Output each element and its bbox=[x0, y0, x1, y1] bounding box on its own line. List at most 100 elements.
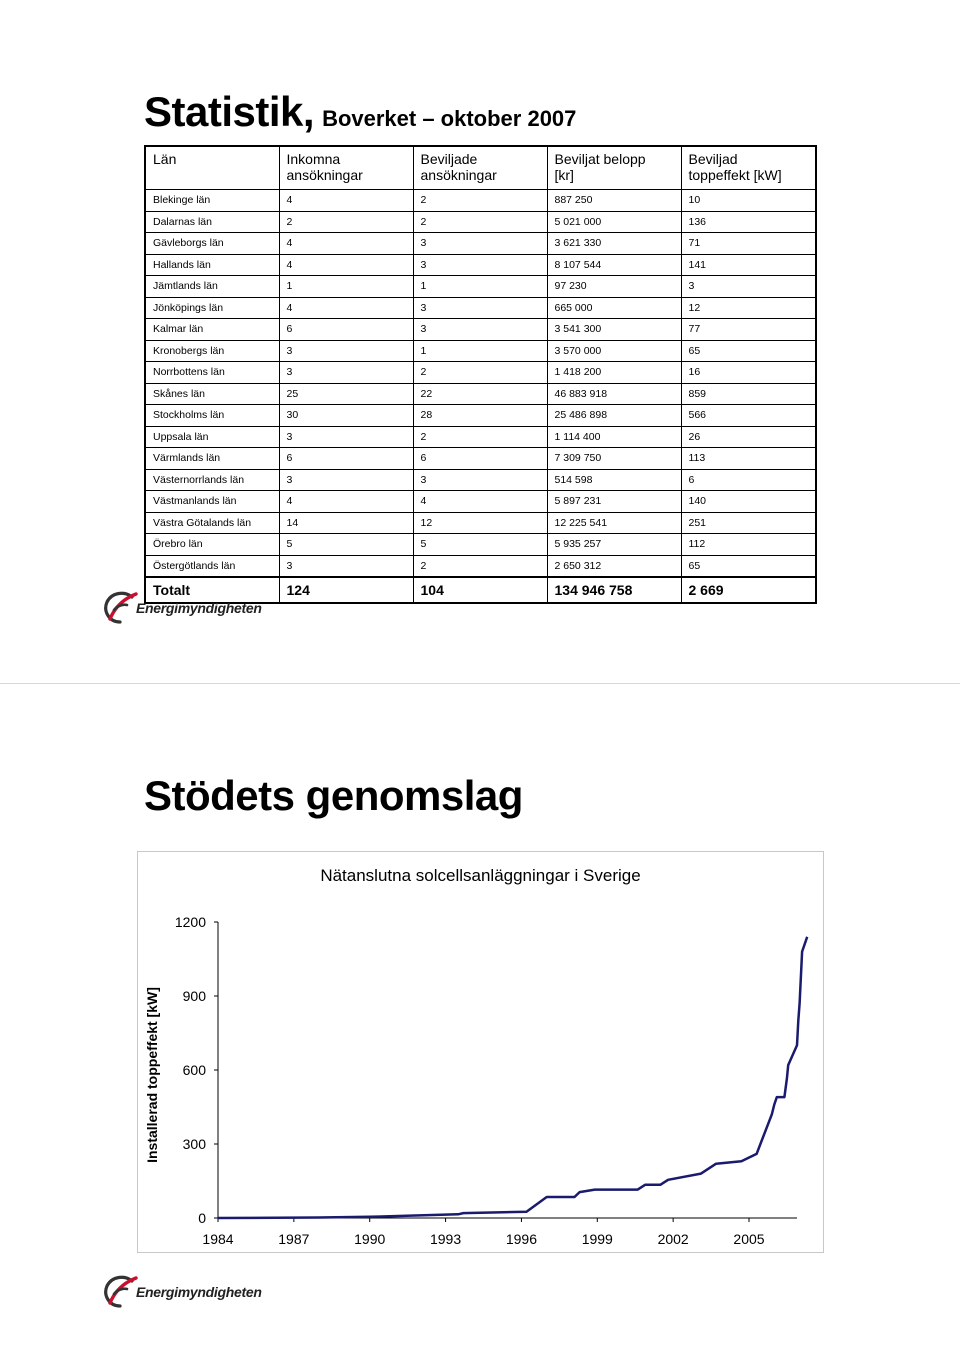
table-cell: Blekinge län bbox=[144, 189, 280, 212]
table-cell: 12 225 541 bbox=[546, 511, 682, 534]
table-cell: 6 bbox=[680, 468, 817, 491]
y-tick-label: 300 bbox=[183, 1136, 207, 1152]
table-cell: 113 bbox=[680, 447, 817, 470]
table-cell: 5 bbox=[278, 533, 414, 556]
table-cell: 2 bbox=[412, 425, 548, 448]
total-cell: 134 946 758 bbox=[546, 576, 682, 604]
table-cell: Örebro län bbox=[144, 533, 280, 556]
energimyndigheten-logo: Energimyndigheten bbox=[103, 1274, 263, 1314]
table-cell: 887 250 bbox=[546, 189, 682, 212]
table-cell: 2 bbox=[412, 361, 548, 384]
data-series-line bbox=[217, 936, 809, 1220]
table-row: Stockholms län 30 28 25 486 898 566 bbox=[144, 404, 817, 427]
x-tick-label: 1990 bbox=[354, 1231, 385, 1247]
table-cell: Kronobergs län bbox=[144, 339, 280, 362]
slide-title: Statistik, Boverket – oktober 2007 bbox=[144, 88, 576, 136]
x-tick-label: 1993 bbox=[430, 1231, 461, 1247]
table-cell: 2 bbox=[412, 210, 548, 233]
x-tick-label: 2005 bbox=[733, 1231, 764, 1247]
total-cell: 104 bbox=[412, 576, 548, 604]
table-cell: 22 bbox=[412, 382, 548, 405]
table-cell: 14 bbox=[278, 511, 414, 534]
table-cell: Uppsala län bbox=[144, 425, 280, 448]
table-cell: 3 bbox=[278, 468, 414, 491]
table-cell: 3 570 000 bbox=[546, 339, 682, 362]
table-row: Kalmar län 6 3 3 541 300 77 bbox=[144, 318, 817, 341]
table-cell: 1 bbox=[278, 275, 414, 298]
logo-text: Energimyndigheten bbox=[136, 1284, 262, 1300]
x-tick-label: 1987 bbox=[278, 1231, 309, 1247]
column-header: Beviljade ansökningar bbox=[412, 145, 548, 190]
table-cell: 65 bbox=[680, 554, 817, 578]
y-tick-label: 1200 bbox=[175, 914, 206, 930]
table-cell: 3 bbox=[412, 296, 548, 319]
x-tick-label: 2002 bbox=[658, 1231, 689, 1247]
table-row: Hallands län 4 3 8 107 544 141 bbox=[144, 253, 817, 276]
table-cell: 10 bbox=[680, 189, 817, 212]
table-cell: 25 bbox=[278, 382, 414, 405]
table-cell: 30 bbox=[278, 404, 414, 427]
table-cell: 3 541 300 bbox=[546, 318, 682, 341]
logo-mark-icon bbox=[104, 591, 138, 624]
slide-title: Stödets genomslag bbox=[144, 772, 523, 819]
table-cell: 251 bbox=[680, 511, 817, 534]
title-subtitle: Boverket – oktober 2007 bbox=[322, 106, 577, 131]
table-cell: 1 bbox=[412, 275, 548, 298]
table-cell: 3 bbox=[278, 339, 414, 362]
y-tick-label: 900 bbox=[183, 988, 207, 1004]
table-cell: 112 bbox=[680, 533, 817, 556]
table-cell: 5 897 231 bbox=[546, 490, 682, 513]
table-cell: 2 bbox=[278, 210, 414, 233]
table-cell: 8 107 544 bbox=[546, 253, 682, 276]
table-cell: Värmlands län bbox=[144, 447, 280, 470]
table-cell: 2 bbox=[412, 554, 548, 578]
table-cell: Skånes län bbox=[144, 382, 280, 405]
column-header: Beviljad toppeffekt [kW] bbox=[680, 145, 817, 190]
table-row: Värmlands län 6 6 7 309 750 113 bbox=[144, 447, 817, 470]
table-cell: Västernorrlands län bbox=[144, 468, 280, 491]
table-cell: 859 bbox=[680, 382, 817, 405]
table-cell: 665 000 bbox=[546, 296, 682, 319]
table-row: Uppsala län 3 2 1 114 400 26 bbox=[144, 425, 817, 448]
x-tick-label: 1996 bbox=[506, 1231, 537, 1247]
table-cell: 3 bbox=[278, 361, 414, 384]
table-cell: 4 bbox=[278, 253, 414, 276]
table-cell: 65 bbox=[680, 339, 817, 362]
table-cell: 5 bbox=[412, 533, 548, 556]
table-cell: 97 230 bbox=[546, 275, 682, 298]
logo-mark-icon bbox=[104, 1275, 138, 1308]
table-row: Blekinge län 4 2 887 250 10 bbox=[144, 189, 817, 212]
table-cell: 3 bbox=[278, 425, 414, 448]
table-cell: 136 bbox=[680, 210, 817, 233]
table-cell: 1 114 400 bbox=[546, 425, 682, 448]
table-cell: Stockholms län bbox=[144, 404, 280, 427]
column-header: Inkomna ansökningar bbox=[278, 145, 414, 190]
table-total-row: Totalt 124 104 134 946 758 2 669 bbox=[144, 576, 817, 604]
slide-statistik: Statistik, Boverket – oktober 2007 Län Ink… bbox=[103, 88, 817, 630]
table-cell: 3 621 330 bbox=[546, 232, 682, 255]
table-cell: Jönköpings län bbox=[144, 296, 280, 319]
table-row: Jämtlands län 1 1 97 230 3 bbox=[144, 275, 817, 298]
energimyndigheten-logo: Energimyndigheten bbox=[103, 590, 263, 630]
table-row: Gävleborgs län 4 3 3 621 330 71 bbox=[144, 232, 817, 255]
table-row: Örebro län 5 5 5 935 257 112 bbox=[144, 533, 817, 556]
table-cell: Dalarnas län bbox=[144, 210, 280, 233]
table-cell: 4 bbox=[412, 490, 548, 513]
table-cell: 7 309 750 bbox=[546, 447, 682, 470]
column-header: Beviljat belopp [kr] bbox=[546, 145, 682, 190]
line-chart: 0 300 600 900 1200 1984 1987 1990 1993 1996 1999 20… bbox=[175, 914, 809, 1247]
table-row: Jönköpings län 4 3 665 000 12 bbox=[144, 296, 817, 319]
table-cell: 1 bbox=[412, 339, 548, 362]
table-cell: 141 bbox=[680, 253, 817, 276]
table-cell: Östergötlands län bbox=[144, 554, 280, 578]
table-cell: 46 883 918 bbox=[546, 382, 682, 405]
y-tick-label: 0 bbox=[198, 1210, 206, 1226]
table-header-row: Län Inkomna ansökningar Beviljade ansökninga… bbox=[144, 145, 817, 190]
column-header: Län bbox=[144, 145, 280, 190]
table-cell: 3 bbox=[278, 554, 414, 578]
table-cell: Norrbottens län bbox=[144, 361, 280, 384]
table-cell: 6 bbox=[412, 447, 548, 470]
chart-container: Nätanslutna solcellsanläggningar i Sveri… bbox=[137, 851, 824, 1253]
chart-title: Nätanslutna solcellsanläggningar i Sveri… bbox=[320, 866, 641, 885]
table-cell: 2 650 312 bbox=[546, 554, 682, 578]
